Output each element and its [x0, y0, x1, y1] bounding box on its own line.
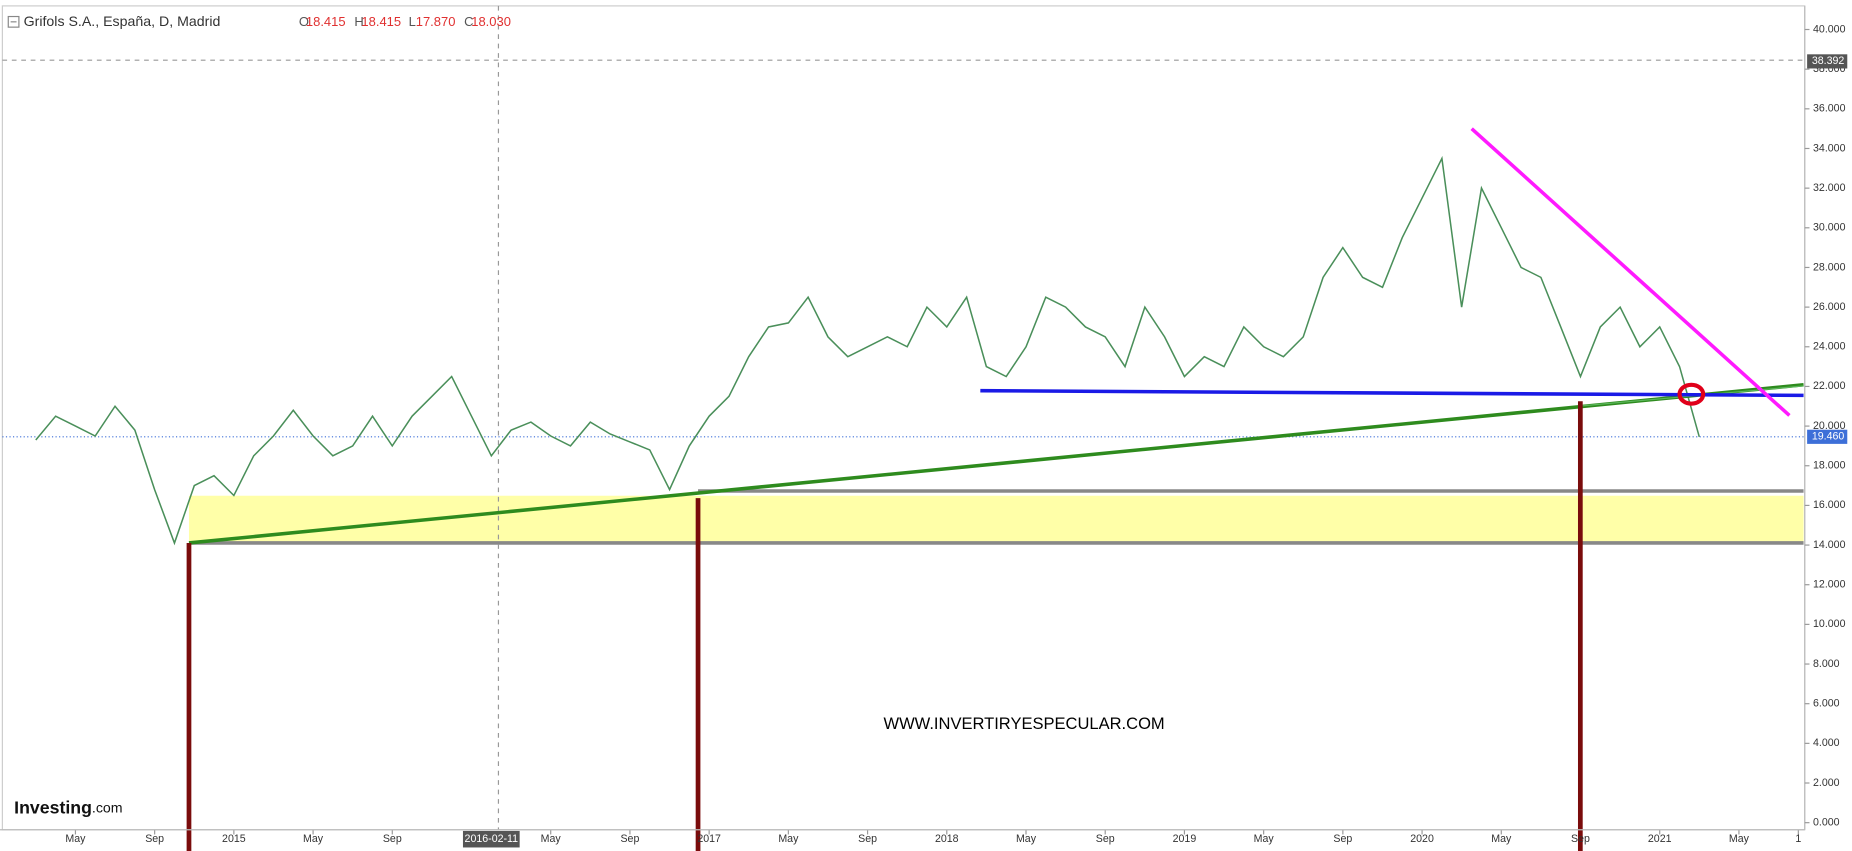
y-tick-label: 18.000 [1813, 460, 1846, 472]
y-tick-label: 38.000 [1813, 63, 1846, 75]
x-tick-label: May [1729, 833, 1750, 845]
x-tick-label: May [1254, 833, 1275, 845]
y-tick-label: 10.000 [1813, 618, 1846, 630]
y-tick-label: 22.000 [1813, 380, 1846, 392]
crosshair-label-bg [462, 830, 520, 848]
x-tick-label: May [541, 833, 562, 845]
price-marker-bg [1807, 54, 1848, 69]
x-tick-label: Sep [1333, 833, 1352, 845]
price-marker-label: 38.392 [1812, 55, 1845, 67]
y-tick-label: 28.000 [1813, 261, 1846, 273]
y-tick-label: 2.000 [1813, 777, 1840, 789]
ohlc-key: H [354, 14, 363, 29]
x-tick-label: 2019 [1173, 833, 1197, 845]
x-tick-label: 2015 [222, 833, 246, 845]
ohlc-value: 18.415 [306, 14, 346, 29]
x-tick-label: May [778, 833, 799, 845]
y-tick-label: 14.000 [1813, 539, 1846, 551]
price-marker-bg [1807, 429, 1848, 444]
y-tick-label: 36.000 [1813, 103, 1846, 115]
x-tick-label: Sep [620, 833, 639, 845]
y-tick-label: 4.000 [1813, 737, 1840, 749]
y-tick-label: 20.000 [1813, 420, 1846, 432]
x-tick-label: Sep [145, 833, 164, 845]
trend-line [188, 383, 1804, 545]
x-tick-label: May [303, 833, 324, 845]
x-tick-label: May [1491, 833, 1512, 845]
highlight-circle [1677, 382, 1706, 406]
x-tick-label: May [1016, 833, 1037, 845]
y-tick-label: 26.000 [1813, 301, 1846, 313]
support-zone [188, 495, 1804, 543]
x-tick-label: Sep [1571, 833, 1590, 845]
x-tick-label: 2018 [935, 833, 959, 845]
horizontal-trend [980, 388, 1804, 398]
ohlc-value: 18.030 [471, 14, 511, 29]
x-tick-label: 2021 [1648, 833, 1672, 845]
logo-name: Investing [14, 797, 92, 817]
y-tick-label: 34.000 [1813, 142, 1846, 154]
crosshair-label: 2016-02-11 [465, 833, 519, 845]
y-tick-label: 6.000 [1813, 698, 1840, 710]
logo-suffix: .com [92, 800, 123, 816]
price-line [35, 155, 1701, 546]
collapse-icon[interactable] [7, 15, 20, 28]
chart-title: Grifols S.A., España, D, Madrid [24, 14, 221, 30]
x-tick-label: Sep [383, 833, 402, 845]
y-tick-label: 16.000 [1813, 499, 1846, 511]
grid [2, 28, 1810, 835]
y-tick-label: 0.000 [1813, 816, 1840, 828]
logo: Investing.com [14, 797, 122, 817]
y-tick-label: 30.000 [1813, 222, 1846, 234]
ohlc-key: O [299, 14, 309, 29]
x-tick-label: 1 [1795, 833, 1801, 845]
x-tick-label: 2017 [697, 833, 721, 845]
series-layer [35, 155, 1701, 546]
x-tick-label: 2020 [1410, 833, 1434, 845]
y-tick-label: 8.000 [1813, 658, 1840, 670]
x-tick-label: Sep [1096, 833, 1115, 845]
ohlc-value: 18.415 [361, 14, 401, 29]
ohlc-key: C [464, 14, 473, 29]
y-tick-label: 12.000 [1813, 579, 1846, 591]
ohlc-key: L [409, 14, 416, 29]
y-tick-label: 40.000 [1813, 23, 1846, 35]
y-tick-label: 32.000 [1813, 182, 1846, 194]
down-trend [1470, 127, 1791, 417]
price-marker-label: 19.460 [1812, 431, 1845, 443]
ohlc-value: 17.870 [416, 14, 456, 29]
x-tick-label: May [65, 833, 86, 845]
y-tick-label: 24.000 [1813, 341, 1846, 353]
watermark: WWW.INVERTIRYESPECULAR.COM [883, 714, 1164, 733]
x-tick-label: Sep [858, 833, 877, 845]
